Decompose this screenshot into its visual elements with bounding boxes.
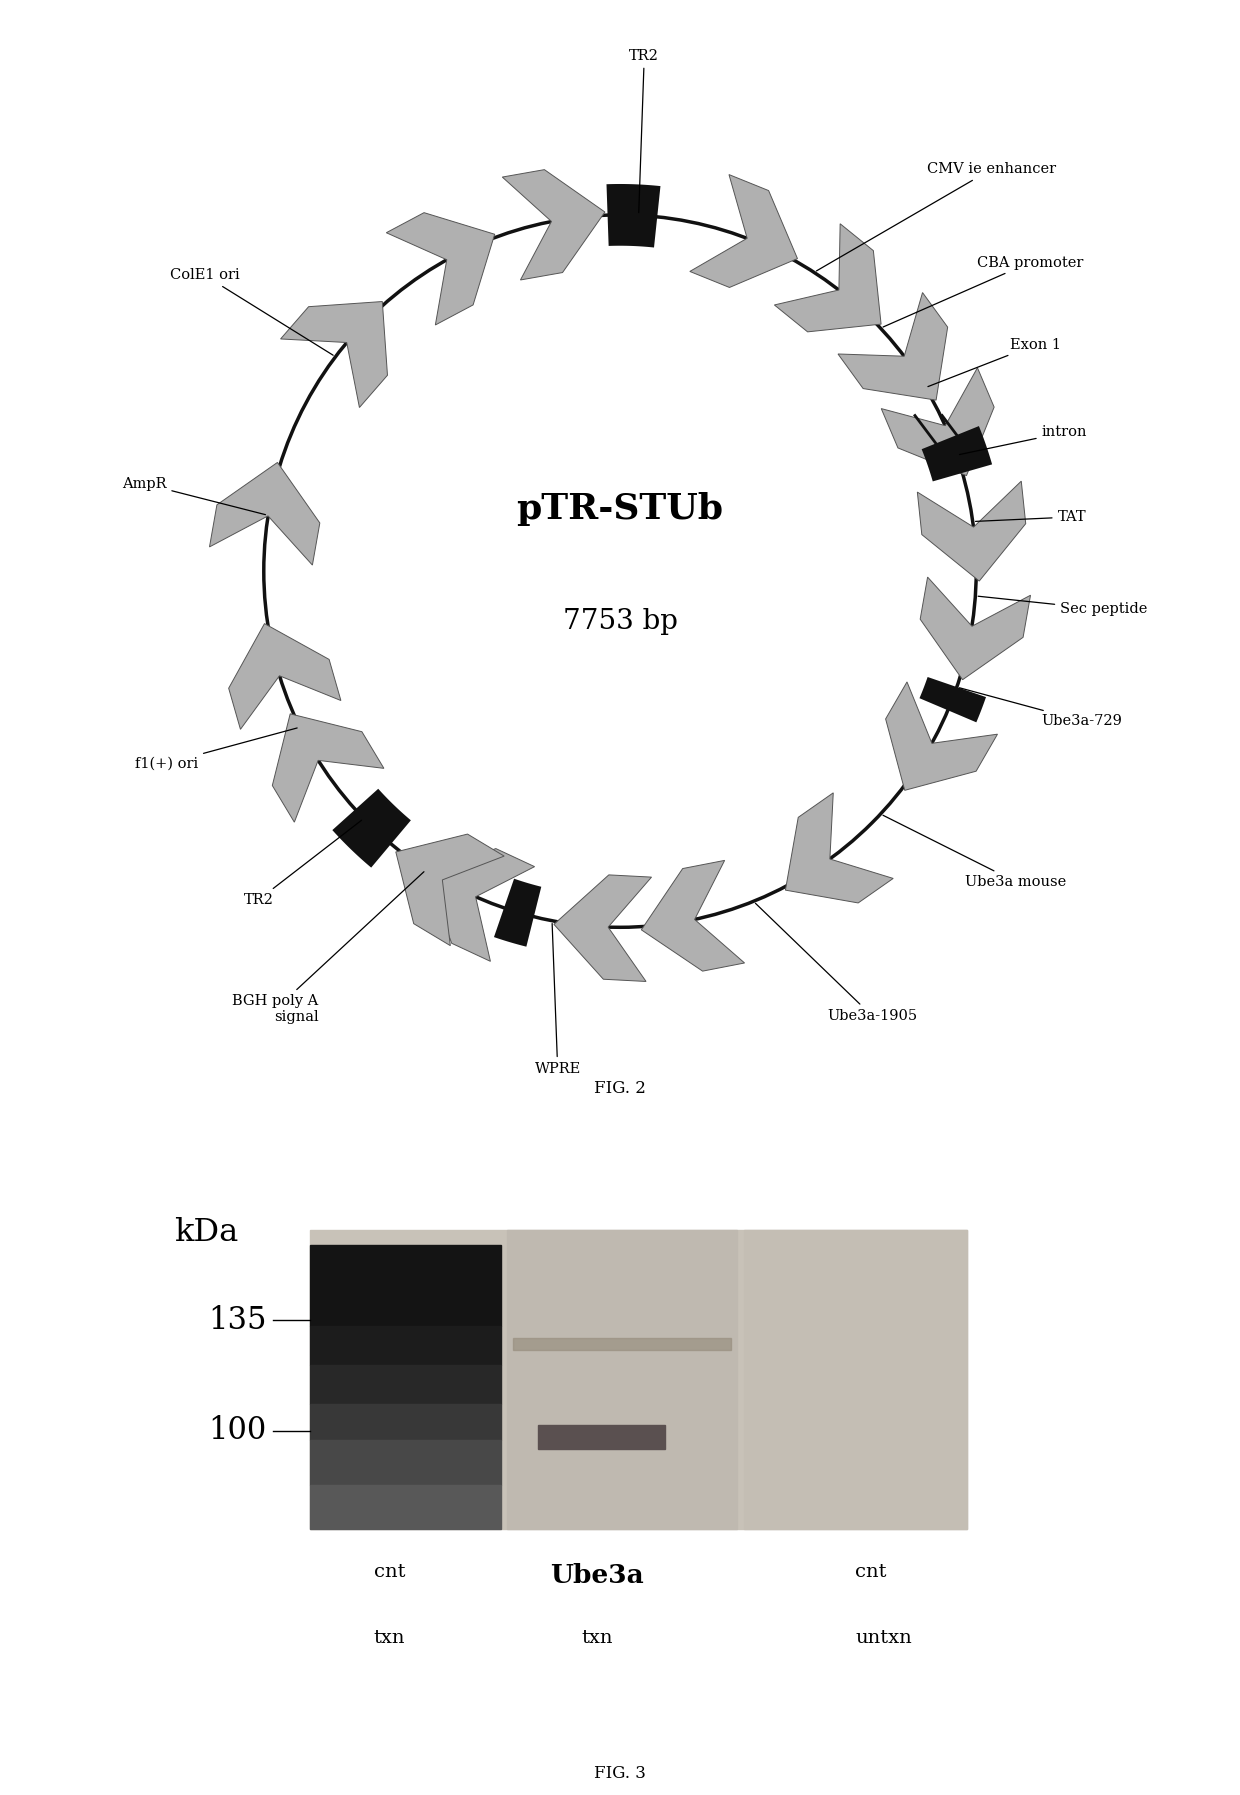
Polygon shape bbox=[228, 623, 341, 729]
Text: txn: txn bbox=[582, 1630, 613, 1648]
Bar bbox=[310, 1231, 967, 1529]
Bar bbox=[310, 1484, 501, 1529]
Polygon shape bbox=[502, 171, 605, 280]
Bar bbox=[310, 1364, 501, 1404]
Text: Ube3a-729: Ube3a-729 bbox=[960, 687, 1122, 729]
Text: TR2: TR2 bbox=[630, 48, 660, 212]
Text: TR2: TR2 bbox=[243, 820, 362, 906]
Text: kDa: kDa bbox=[174, 1217, 238, 1248]
Polygon shape bbox=[641, 860, 744, 971]
Bar bbox=[507, 1231, 737, 1529]
Text: TAT: TAT bbox=[976, 510, 1086, 524]
Bar bbox=[513, 1337, 732, 1350]
Text: Ube3a mouse: Ube3a mouse bbox=[883, 815, 1066, 889]
Polygon shape bbox=[885, 682, 997, 790]
Text: f1(+) ori: f1(+) ori bbox=[135, 729, 298, 770]
Polygon shape bbox=[427, 849, 534, 962]
Text: FIG. 3: FIG. 3 bbox=[594, 1764, 646, 1782]
Text: Ube3a: Ube3a bbox=[551, 1562, 645, 1587]
Text: Exon 1: Exon 1 bbox=[928, 337, 1061, 386]
Text: untxn: untxn bbox=[856, 1630, 913, 1648]
Text: Sec peptide: Sec peptide bbox=[978, 596, 1147, 616]
Text: txn: txn bbox=[373, 1630, 405, 1648]
Polygon shape bbox=[785, 793, 893, 903]
Text: pTR-STUb: pTR-STUb bbox=[517, 492, 723, 526]
Polygon shape bbox=[921, 425, 992, 481]
Text: cnt: cnt bbox=[856, 1562, 887, 1581]
Polygon shape bbox=[210, 463, 320, 565]
Polygon shape bbox=[387, 212, 495, 325]
Polygon shape bbox=[280, 302, 387, 407]
Bar bbox=[744, 1231, 967, 1529]
Text: FIG. 2: FIG. 2 bbox=[594, 1081, 646, 1097]
Text: 135: 135 bbox=[208, 1305, 267, 1335]
Text: 7753 bp: 7753 bp bbox=[563, 609, 677, 635]
Polygon shape bbox=[920, 576, 1030, 680]
Polygon shape bbox=[332, 788, 410, 867]
Text: BGH poly A
signal: BGH poly A signal bbox=[232, 872, 424, 1025]
Text: AmpR: AmpR bbox=[122, 477, 265, 515]
Polygon shape bbox=[775, 224, 882, 332]
Polygon shape bbox=[273, 714, 384, 822]
Bar bbox=[310, 1327, 501, 1364]
Polygon shape bbox=[494, 880, 542, 946]
Bar bbox=[538, 1425, 665, 1449]
Polygon shape bbox=[606, 185, 661, 248]
Polygon shape bbox=[554, 874, 651, 982]
Bar bbox=[310, 1246, 501, 1327]
Polygon shape bbox=[920, 677, 986, 722]
Bar bbox=[310, 1440, 501, 1484]
Bar bbox=[310, 1404, 501, 1440]
Text: WPRE: WPRE bbox=[534, 923, 580, 1077]
Text: CBA promoter: CBA promoter bbox=[883, 255, 1083, 327]
Text: 100: 100 bbox=[208, 1414, 267, 1447]
Text: cnt: cnt bbox=[373, 1562, 405, 1581]
Polygon shape bbox=[838, 293, 947, 400]
Text: Ube3a-1905: Ube3a-1905 bbox=[755, 903, 918, 1023]
Polygon shape bbox=[396, 835, 505, 946]
Polygon shape bbox=[689, 174, 797, 287]
Text: intron: intron bbox=[960, 425, 1087, 454]
Polygon shape bbox=[918, 481, 1025, 582]
Text: CMV ie enhancer: CMV ie enhancer bbox=[816, 162, 1056, 271]
Text: ColE1 ori: ColE1 ori bbox=[170, 267, 334, 355]
Polygon shape bbox=[882, 368, 994, 476]
